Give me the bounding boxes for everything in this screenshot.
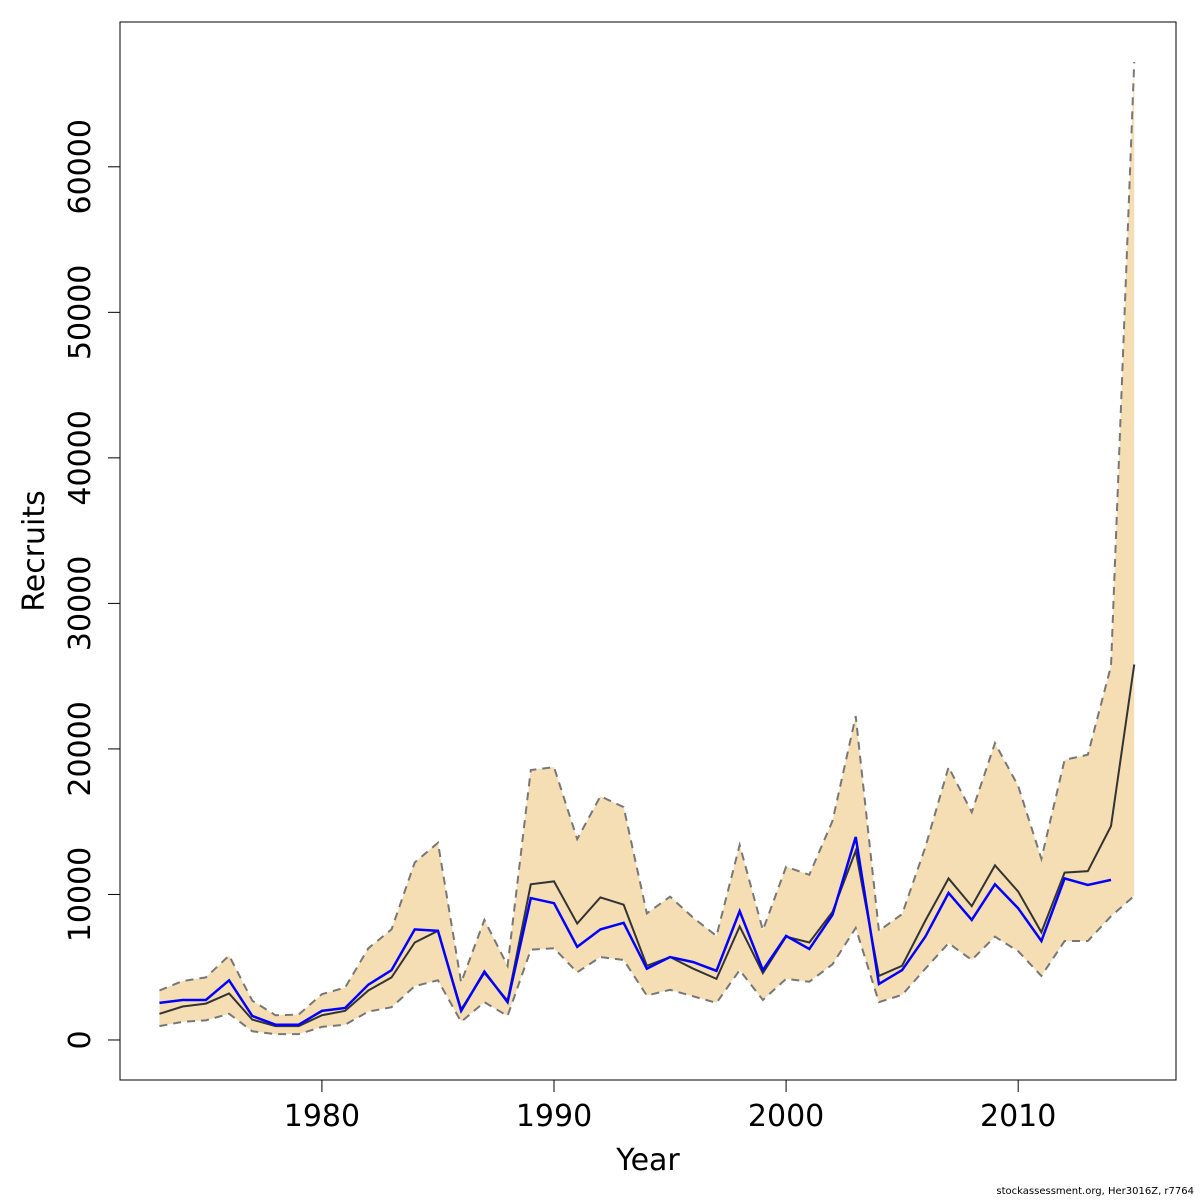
y-tick-label: 60000 [63, 119, 98, 214]
y-tick-label: 0 [63, 1030, 98, 1049]
footnote: stockassessment.org, Her3016Z, r7764 [996, 1186, 1194, 1197]
x-tick-label: 1990 [516, 1099, 592, 1134]
y-tick-label: 20000 [63, 701, 98, 796]
y-tick-label: 30000 [63, 556, 98, 651]
band-lower [159, 895, 1135, 1036]
x-axis-label: Year [615, 1143, 680, 1178]
band-upper [159, 61, 1136, 1017]
series-line [159, 836, 1112, 1026]
x-tick-label: 2000 [748, 1099, 824, 1134]
y-tick-label: 50000 [63, 265, 98, 360]
series-line [159, 664, 1136, 1028]
plot-frame [119, 21, 1177, 1081]
y-axis-label: Recruits [17, 490, 52, 612]
confidence-band [159, 62, 1135, 1035]
y-tick-label: 10000 [63, 847, 98, 942]
x-tick-label: 1980 [284, 1099, 360, 1134]
y-tick-label: 40000 [63, 410, 98, 505]
x-tick-label: 2010 [980, 1099, 1056, 1134]
